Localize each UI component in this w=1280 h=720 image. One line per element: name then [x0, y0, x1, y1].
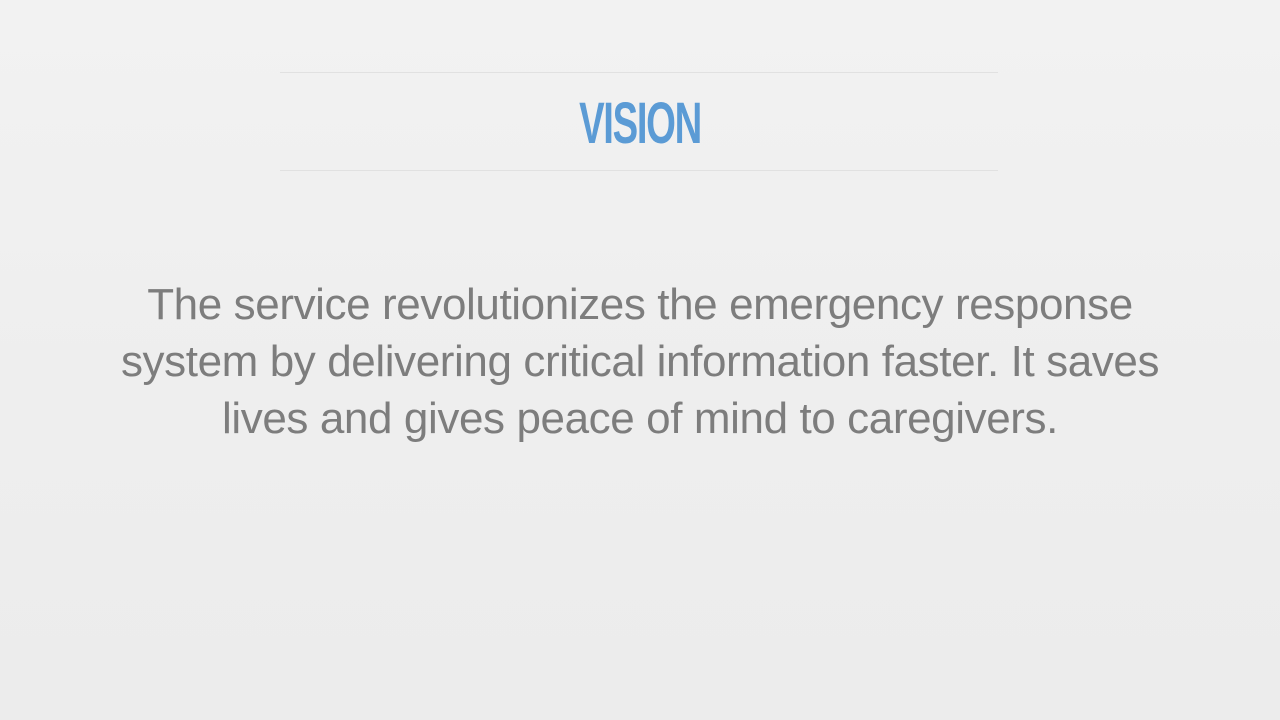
slide-body-text: The service revolutionizes the emergency… — [120, 280, 1160, 443]
title-bottom-divider — [280, 170, 998, 171]
slide-title: VISION — [579, 91, 702, 156]
title-top-divider — [280, 72, 998, 73]
